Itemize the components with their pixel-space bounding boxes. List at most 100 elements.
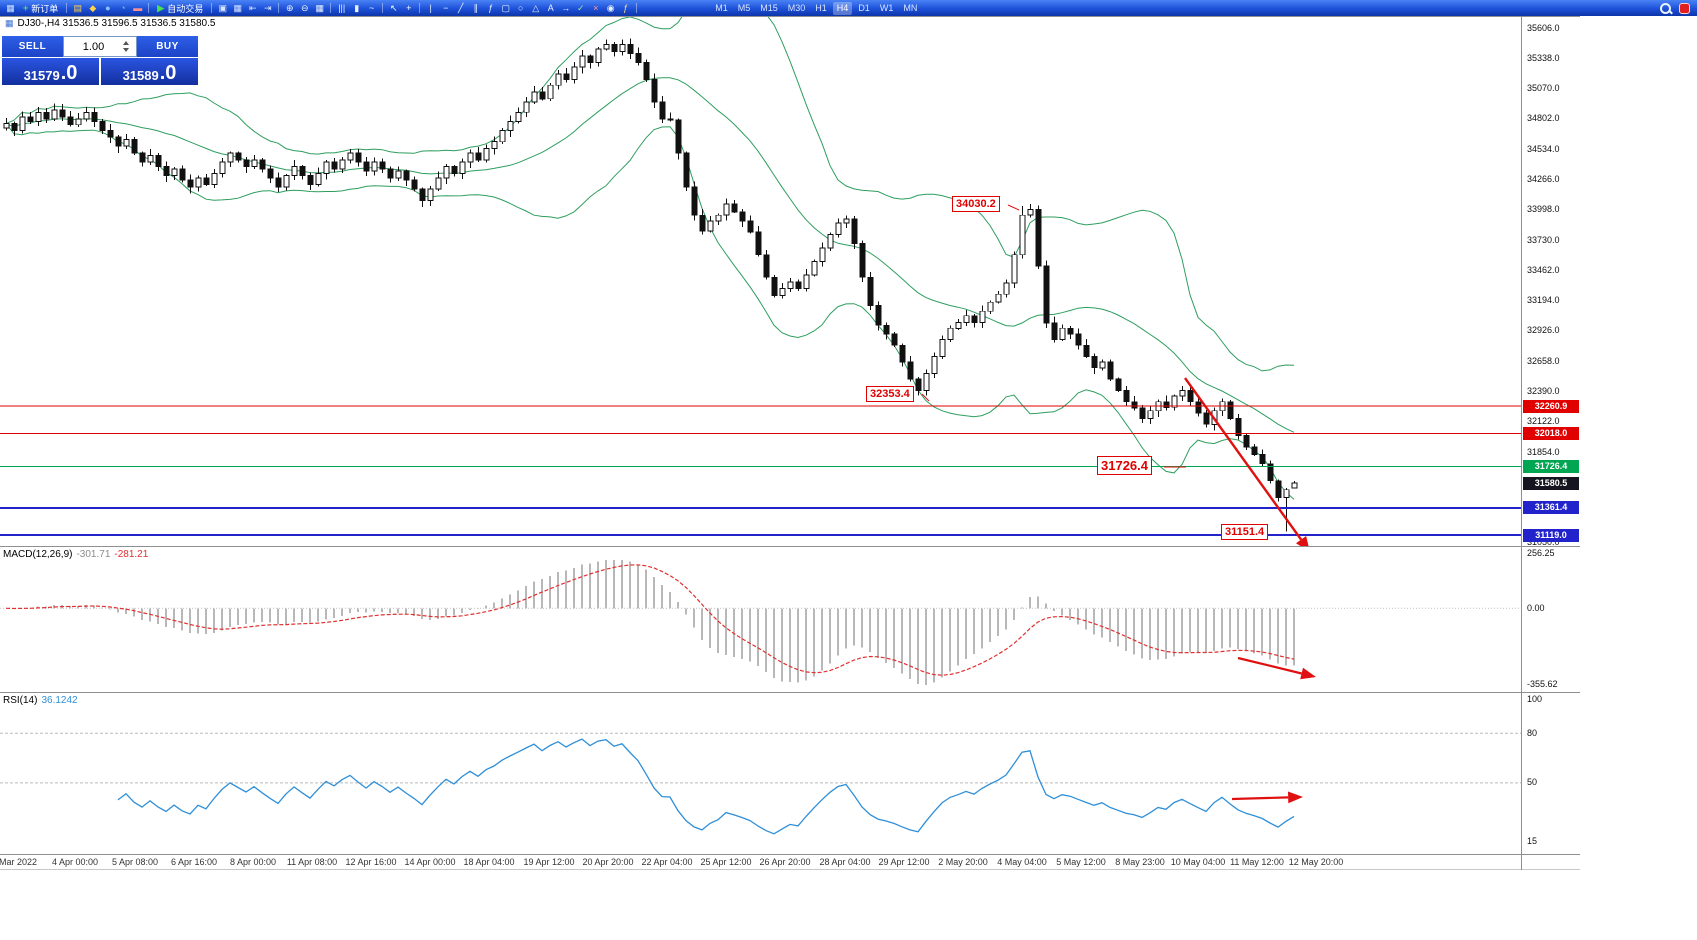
chart-icon[interactable]: ▦ <box>6 2 15 13</box>
sell-button[interactable]: SELL <box>2 36 63 57</box>
toolbar-separator <box>278 3 280 13</box>
time-axis-label: 28 Apr 04:00 <box>819 857 871 867</box>
arrow-tool-icon[interactable]: → <box>561 2 571 13</box>
check-sign-icon[interactable]: ✓ <box>576 2 585 13</box>
buy-button[interactable]: BUY <box>137 36 198 57</box>
timeframe-w1[interactable]: W1 <box>879 2 894 13</box>
price-axis-divider <box>1521 16 1522 870</box>
rsi-axis-label: 100 <box>1527 694 1543 705</box>
rsi-indicator-label: RSI(14) 36.1242 <box>3 695 82 706</box>
buy-price-display[interactable]: 31589 .0 <box>101 58 198 85</box>
rsi-axis-label: 15 <box>1527 835 1538 846</box>
volume-value[interactable]: 1.00 <box>82 40 105 53</box>
trendline-icon[interactable]: ╱ <box>458 2 464 13</box>
triangle-icon[interactable]: △ <box>532 2 540 13</box>
sell-price: 31579 <box>23 68 60 83</box>
candle-chart-icon[interactable]: ▮ <box>354 2 360 13</box>
time-axis-label: 2 May 20:00 <box>938 857 988 867</box>
vertical-line-icon[interactable]: | <box>429 2 432 13</box>
navigator-icon[interactable]: ● <box>105 2 111 13</box>
macd-axis-label: -355.62 <box>1527 679 1558 690</box>
macd-indicator-label: MACD(12,26,9) -301.71 -281.21 <box>3 549 152 560</box>
macd-main-value: -301.71 <box>76 549 111 560</box>
cursor-icon[interactable]: ↖ <box>389 2 398 13</box>
rsi-axis-label: 80 <box>1527 727 1538 738</box>
buy-price: 31589 <box>122 68 159 83</box>
market-watch-icon[interactable]: ▤ <box>73 2 83 13</box>
timeframe-m30[interactable]: M30 <box>787 2 806 13</box>
time-axis-label: 5 Apr 08:00 <box>111 857 159 867</box>
toolbar-separator <box>419 3 421 13</box>
crosshair-icon[interactable]: + <box>406 2 412 13</box>
timeframe-m5[interactable]: M5 <box>737 2 751 13</box>
fibonacci-icon[interactable]: ƒ <box>488 2 494 13</box>
stop-sign-icon[interactable]: × <box>593 2 599 13</box>
price-line-tag: 32018.0 <box>1523 427 1579 441</box>
rsi-panel-splitter[interactable] <box>0 692 1580 693</box>
channel-icon[interactable]: ∥ <box>473 2 478 13</box>
timeframe-m1[interactable]: M1 <box>715 2 728 13</box>
time-axis-label: 8 May 23:00 <box>1115 857 1165 867</box>
buy-price-fraction: .0 <box>159 62 177 84</box>
alerts-icon[interactable] <box>1679 2 1690 14</box>
indicators-icon[interactable]: ƒ <box>623 2 629 13</box>
timeframe-mn[interactable]: MN <box>903 2 918 13</box>
new-chart-icon[interactable]: ▣ <box>218 2 227 13</box>
profiles-icon[interactable]: ▦ <box>233 2 242 13</box>
time-axis-label: 14 Apr 00:00 <box>404 857 456 867</box>
zoom-out-icon[interactable]: ⊖ <box>300 2 309 13</box>
search-icon[interactable] <box>1660 2 1671 14</box>
new-order-button[interactable]: + 新订单 <box>19 1 62 15</box>
price-annotation[interactable]: 32353.4 <box>866 386 914 402</box>
line-chart-icon[interactable]: ~ <box>369 2 375 13</box>
volume-input[interactable]: 1.00 <box>63 36 137 57</box>
strategy-tester-icon[interactable]: ▬ <box>133 2 143 13</box>
macd-panel-canvas[interactable] <box>0 547 1521 693</box>
price-annotation[interactable]: 31151.4 <box>1221 524 1269 540</box>
shapes-icon[interactable]: ▢ <box>501 2 510 13</box>
price-label-icon[interactable]: ◉ <box>606 2 615 13</box>
price-annotation[interactable]: 31726.4 <box>1097 456 1152 475</box>
volume-stepper[interactable] <box>123 38 136 55</box>
price-axis-label: 31854.0 <box>1527 446 1560 457</box>
price-axis-label: 32390.0 <box>1527 386 1560 396</box>
bar-chart-icon[interactable]: ||| <box>338 2 346 13</box>
time-axis-label: 19 Apr 12:00 <box>523 857 575 867</box>
macd-label: MACD(12,26,9) <box>3 549 73 560</box>
price-annotation[interactable]: 34030.2 <box>952 196 1000 212</box>
price-axis-label: 34534.0 <box>1527 143 1560 154</box>
text-tool-icon[interactable]: A <box>547 2 554 13</box>
ellipse-icon[interactable]: ○ <box>518 2 524 13</box>
price-axis-label: 31050.0 <box>1527 537 1560 548</box>
volume-up-icon[interactable] <box>123 41 129 45</box>
time-axis-label: 4 May 04:00 <box>997 857 1047 867</box>
price-axis-label: 32658.0 <box>1527 355 1560 366</box>
toolbar-separator <box>211 3 213 13</box>
terminal-icon[interactable]: ◔ <box>120 2 126 13</box>
price-axis-label: 34266.0 <box>1527 173 1560 184</box>
timeframe-d1[interactable]: D1 <box>858 2 870 13</box>
price-chart-canvas[interactable] <box>0 17 1521 547</box>
zoom-in-icon[interactable]: ⊕ <box>285 2 294 13</box>
price-axis-label: 33462.0 <box>1527 264 1560 275</box>
tile-windows-icon[interactable]: ▦ <box>315 2 324 13</box>
macd-panel-splitter[interactable] <box>0 546 1580 547</box>
sell-price-display[interactable]: 31579 .0 <box>2 58 99 85</box>
horizontal-line-icon[interactable]: − <box>443 2 449 13</box>
time-axis-label: 18 Apr 04:00 <box>463 857 515 867</box>
auto-trading-button[interactable]: ▶ 自动交易 <box>153 1 207 15</box>
price-axis-label: 34802.0 <box>1527 113 1560 124</box>
timeframe-h4[interactable]: H4 <box>832 1 853 15</box>
rsi-panel-canvas[interactable] <box>0 693 1521 855</box>
auto-scroll-icon[interactable]: ⇥ <box>263 2 272 13</box>
timeframe-h1[interactable]: H1 <box>815 2 827 13</box>
chart-shift-icon[interactable]: ⇤ <box>248 2 257 13</box>
data-window-icon[interactable]: ◆ <box>89 2 97 13</box>
volume-down-icon[interactable] <box>123 48 129 52</box>
price-line-tag: 31119.0 <box>1523 528 1579 542</box>
macd-axis-label: 256.25 <box>1527 547 1555 558</box>
timeframe-m15[interactable]: M15 <box>760 2 778 13</box>
new-order-button-icon: + <box>23 3 29 13</box>
price-axis-label: 32926.0 <box>1527 325 1560 336</box>
price-line-tag: 31361.4 <box>1523 501 1579 515</box>
